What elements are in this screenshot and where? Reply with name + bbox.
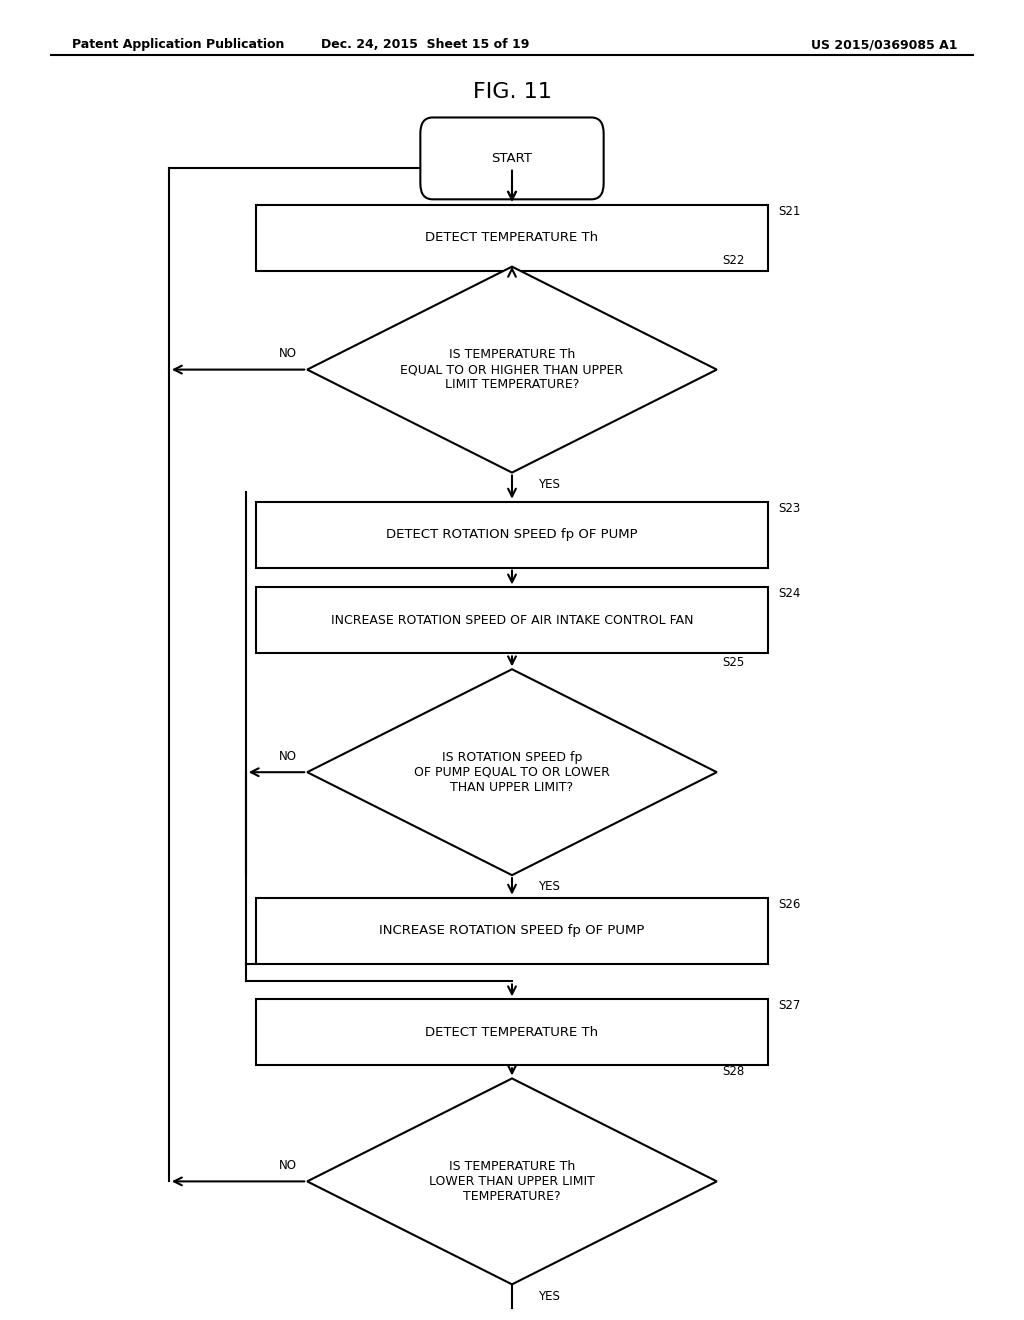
Text: INCREASE ROTATION SPEED fp OF PUMP: INCREASE ROTATION SPEED fp OF PUMP — [379, 924, 645, 937]
Polygon shape — [307, 1078, 717, 1284]
Text: NO: NO — [279, 1159, 297, 1172]
Text: S26: S26 — [778, 898, 801, 911]
Text: S23: S23 — [778, 502, 801, 515]
Text: Dec. 24, 2015  Sheet 15 of 19: Dec. 24, 2015 Sheet 15 of 19 — [321, 38, 529, 51]
FancyBboxPatch shape — [256, 999, 768, 1065]
Text: DETECT TEMPERATURE Th: DETECT TEMPERATURE Th — [425, 1026, 599, 1039]
Text: NO: NO — [279, 750, 297, 763]
Text: DETECT TEMPERATURE Th: DETECT TEMPERATURE Th — [425, 231, 599, 244]
FancyBboxPatch shape — [256, 898, 768, 964]
Text: YES: YES — [538, 478, 559, 491]
Text: DETECT ROTATION SPEED fp OF PUMP: DETECT ROTATION SPEED fp OF PUMP — [386, 528, 638, 541]
Polygon shape — [307, 267, 717, 473]
Polygon shape — [307, 669, 717, 875]
Text: YES: YES — [538, 1290, 559, 1303]
Text: S27: S27 — [778, 999, 801, 1012]
FancyBboxPatch shape — [256, 587, 768, 653]
Text: S22: S22 — [722, 253, 744, 267]
Text: YES: YES — [538, 880, 559, 894]
Text: US 2015/0369085 A1: US 2015/0369085 A1 — [811, 38, 957, 51]
Text: IS TEMPERATURE Th
EQUAL TO OR HIGHER THAN UPPER
LIMIT TEMPERATURE?: IS TEMPERATURE Th EQUAL TO OR HIGHER THA… — [400, 348, 624, 391]
Text: Patent Application Publication: Patent Application Publication — [72, 38, 284, 51]
Text: START: START — [492, 152, 532, 165]
FancyBboxPatch shape — [420, 117, 603, 199]
Text: FIG. 11: FIG. 11 — [472, 82, 552, 103]
Text: S24: S24 — [778, 587, 801, 601]
Text: NO: NO — [279, 347, 297, 360]
FancyBboxPatch shape — [256, 502, 768, 568]
Text: IS ROTATION SPEED fp
OF PUMP EQUAL TO OR LOWER
THAN UPPER LIMIT?: IS ROTATION SPEED fp OF PUMP EQUAL TO OR… — [414, 751, 610, 793]
Text: S28: S28 — [722, 1065, 744, 1078]
FancyBboxPatch shape — [256, 205, 768, 271]
Text: INCREASE ROTATION SPEED OF AIR INTAKE CONTROL FAN: INCREASE ROTATION SPEED OF AIR INTAKE CO… — [331, 614, 693, 627]
Text: S21: S21 — [778, 205, 801, 218]
Text: IS TEMPERATURE Th
LOWER THAN UPPER LIMIT
TEMPERATURE?: IS TEMPERATURE Th LOWER THAN UPPER LIMIT… — [429, 1160, 595, 1203]
Text: S25: S25 — [722, 656, 744, 669]
